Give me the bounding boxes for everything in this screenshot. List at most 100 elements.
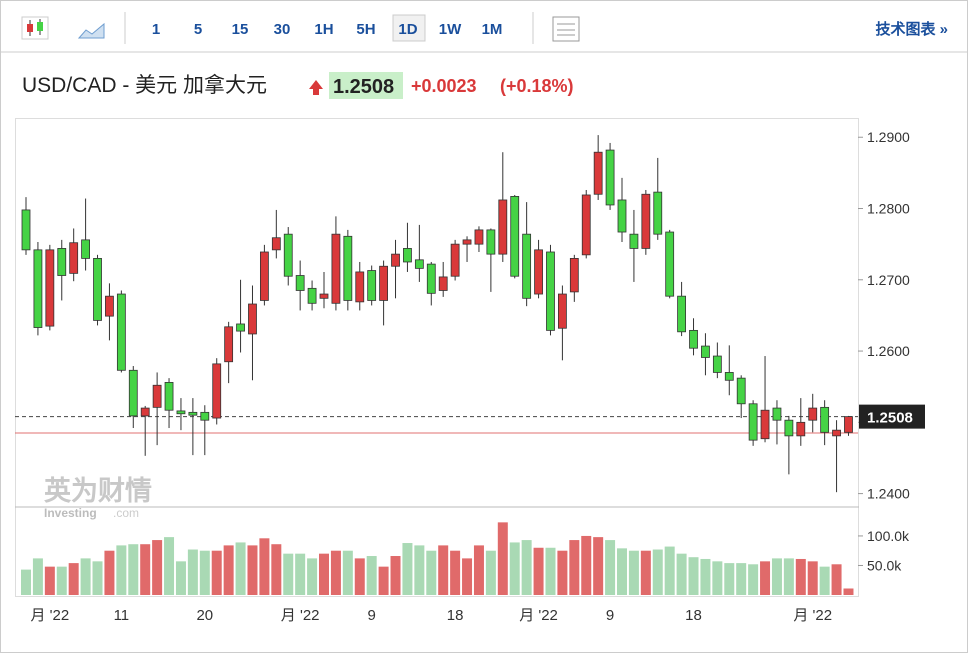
interval-button[interactable]: 1: [152, 21, 160, 38]
volume-bar: [307, 558, 318, 595]
candle-body: [558, 293, 567, 329]
watermark-site: Investing: [44, 506, 97, 520]
volume-bar: [569, 540, 580, 595]
active-interval: [392, 14, 426, 42]
candle-body: [712, 355, 722, 373]
tech-chart-link[interactable]: 技术图表 »: [875, 20, 948, 38]
watermark-domain: .com: [113, 506, 139, 520]
volume-bar: [748, 564, 759, 595]
candle-body: [605, 149, 615, 206]
candle-body: [152, 384, 162, 408]
volume-bar: [402, 543, 413, 595]
volume-bar: [545, 547, 556, 595]
y-tick-label: 1.2600: [867, 343, 910, 359]
volume-bar: [68, 563, 79, 595]
instrument-title: USD/CAD - 美元 加拿大元: [22, 73, 267, 97]
volume-bar: [640, 550, 651, 595]
volume-bar: [688, 557, 699, 595]
candle-body: [403, 248, 412, 263]
candle-body: [81, 239, 90, 259]
volume-bar: [462, 558, 473, 595]
candle-body: [426, 263, 436, 294]
y-tick-label: 1.2400: [867, 486, 910, 502]
y-tick-label: 1.2700: [867, 272, 910, 288]
area-icon[interactable]: [77, 22, 105, 39]
candle-body: [534, 249, 543, 295]
volume-bar: [116, 545, 127, 595]
watermark-brand: 英为财情: [44, 476, 152, 506]
volume-bar: [175, 561, 186, 595]
candle-body: [462, 239, 472, 245]
candle-body: [259, 251, 269, 301]
interval-button[interactable]: 1M: [482, 21, 503, 38]
volume-bar: [736, 563, 747, 595]
volume-bar: [390, 556, 401, 595]
volume-bar: [378, 566, 389, 595]
candle-body: [498, 199, 508, 255]
change-pct: (+0.18%): [500, 76, 574, 96]
candle-body: [307, 287, 317, 304]
volume-bar: [342, 550, 353, 595]
volume-bar: [652, 549, 663, 595]
volume-bar: [128, 544, 139, 595]
candle-body: [474, 229, 484, 245]
price: 1.2508: [333, 76, 394, 98]
candle-body: [450, 243, 460, 277]
candle-body: [93, 258, 102, 321]
volume-tick-label: 100.0k: [867, 528, 910, 544]
volume-bar: [450, 550, 461, 595]
candle-body: [295, 275, 305, 291]
x-tick-label: 18: [685, 607, 702, 624]
last-price-box: [859, 404, 925, 429]
candle-icon[interactable]: [21, 16, 49, 40]
volume-bar: [199, 550, 210, 595]
x-tick-label: 月 '22: [793, 607, 832, 624]
interval-button[interactable]: 1W: [439, 21, 462, 38]
candle-body: [248, 303, 257, 335]
interval-button[interactable]: 15: [232, 21, 249, 38]
candle-body: [546, 251, 555, 331]
candle-body: [522, 233, 532, 299]
volume-bar: [235, 542, 246, 595]
volume-bar: [819, 566, 830, 595]
volume-bar: [223, 545, 234, 595]
volume-bar: [140, 544, 151, 595]
volume-bar: [676, 553, 687, 595]
candle-body: [45, 249, 55, 327]
candle-body: [760, 409, 770, 440]
candle-body: [617, 199, 627, 233]
candle-body: [820, 406, 830, 433]
x-tick-label: 11: [114, 607, 130, 624]
volume-bar: [283, 553, 294, 595]
volume-bar: [211, 550, 222, 595]
volume-bar: [56, 566, 67, 595]
candle-body: [677, 295, 686, 333]
x-tick-label: 月 '22: [30, 607, 69, 624]
up-arrow: [309, 80, 323, 95]
volume-bar: [32, 558, 43, 595]
candle-body: [236, 323, 245, 332]
table-icon[interactable]: [552, 16, 580, 42]
candle-body: [844, 416, 853, 433]
volume-bar: [330, 550, 341, 595]
volume-tick-label: 50.0k: [867, 557, 902, 573]
volume-bar: [509, 542, 520, 595]
interval-button[interactable]: 1D: [398, 21, 417, 38]
y-tick-label: 1.2800: [867, 201, 910, 217]
volume-bar: [473, 545, 484, 595]
x-tick-label: 9: [368, 607, 376, 624]
interval-button[interactable]: 1H: [314, 21, 333, 38]
volume-bar: [44, 566, 55, 595]
last-price-label: 1.2508: [867, 410, 913, 427]
candle-body: [212, 363, 222, 419]
volume-bar: [628, 550, 639, 595]
volume-bar: [700, 558, 711, 595]
candle-body: [164, 382, 174, 411]
interval-button[interactable]: 30: [274, 21, 291, 38]
candle-body: [808, 407, 818, 421]
interval-button[interactable]: 5H: [356, 21, 375, 38]
volume-bar: [724, 563, 735, 595]
interval-button[interactable]: 5: [194, 21, 202, 38]
volume-bar: [771, 558, 782, 595]
